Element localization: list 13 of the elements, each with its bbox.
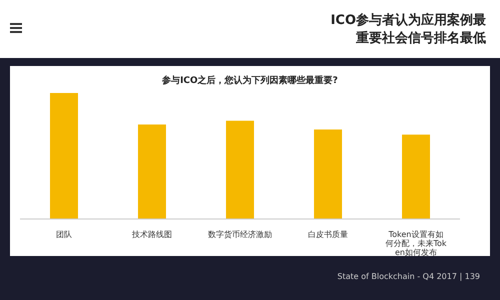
bar <box>314 130 342 219</box>
x-tick-label: 技术路线图 <box>131 230 172 239</box>
x-tick-label: 团队 <box>56 230 72 239</box>
bar <box>138 124 166 219</box>
x-tick-label: Token设置有如何分配，未来Token如何发布 <box>385 230 447 257</box>
bar <box>226 120 254 219</box>
text: State of Blockchain - Q4 2017 | 139 <box>337 272 480 281</box>
chart-subtitle: 参与ICO之后，您认为下列因素哪些最重要? <box>161 74 339 87</box>
bar <box>50 93 78 219</box>
x-tick-label: 数字货币经济激励 <box>208 230 272 239</box>
bar <box>402 134 430 219</box>
chart-title: ICO参与者认为应用案例最重要社会信号排名最低 <box>330 12 486 48</box>
x-tick-label: 白皮书质量 <box>308 230 348 239</box>
